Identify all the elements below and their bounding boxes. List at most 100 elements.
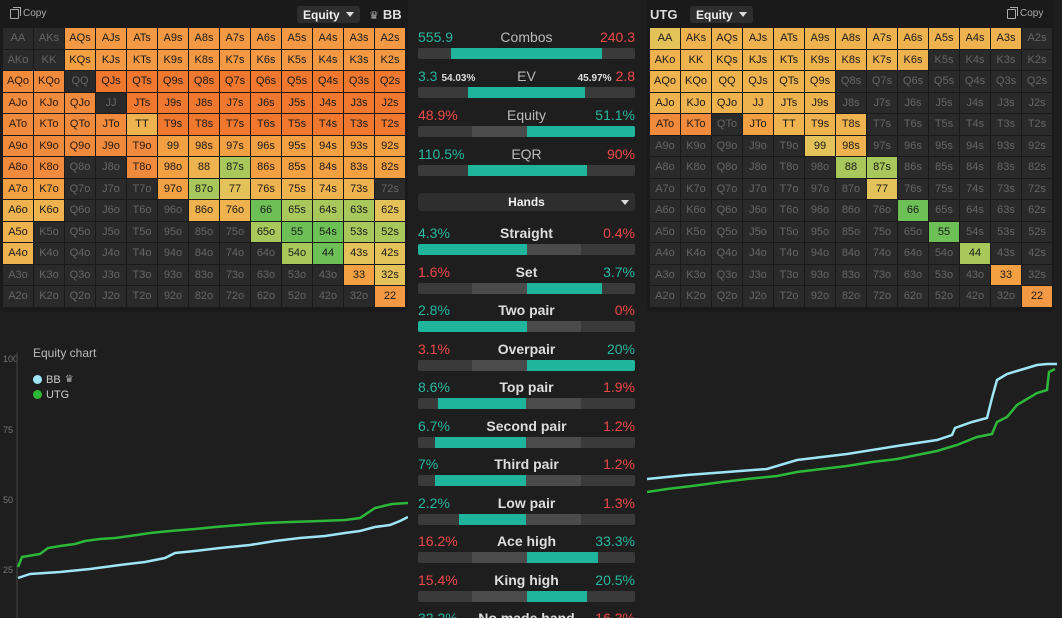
hand-cell[interactable]: K4s (960, 49, 991, 71)
hand-cell[interactable]: Q8o (712, 157, 743, 179)
hand-cell[interactable]: 88 (189, 157, 220, 179)
hand-cell[interactable]: A7s (220, 28, 251, 50)
hand-cell[interactable]: 96s (251, 135, 282, 157)
hand-cell[interactable]: K3o (34, 264, 65, 286)
hand-cell[interactable]: A9o (650, 135, 681, 157)
hand-cell[interactable]: K8s (189, 49, 220, 71)
hand-cell[interactable]: QTo (712, 114, 743, 136)
hand-cell[interactable]: 63s (991, 200, 1022, 222)
hand-cell[interactable]: QJs (743, 71, 774, 93)
hand-cell[interactable]: QQ (712, 71, 743, 93)
hand-cell[interactable]: A9s (805, 28, 836, 50)
hand-cell[interactable]: 44 (313, 243, 344, 265)
hand-cell[interactable]: 74s (313, 178, 344, 200)
hand-cell[interactable]: K3s (991, 49, 1022, 71)
hand-cell[interactable]: 43s (991, 243, 1022, 265)
hand-cell[interactable]: 73o (867, 264, 898, 286)
hand-cell[interactable]: 62s (1022, 200, 1053, 222)
hand-cell[interactable]: T2s (1022, 114, 1053, 136)
hand-cell[interactable]: 96s (898, 135, 929, 157)
hand-cell[interactable]: 84o (836, 243, 867, 265)
hand-cell[interactable]: 64o (251, 243, 282, 265)
utg-view-dropdown[interactable]: Equity (690, 6, 753, 23)
hand-cell[interactable]: T7o (127, 178, 158, 200)
hand-cell[interactable]: Q4o (65, 243, 96, 265)
hand-cell[interactable]: JJ (96, 92, 127, 114)
hand-cell[interactable]: A7o (650, 178, 681, 200)
hand-cell[interactable]: AA (3, 28, 34, 50)
hand-cell[interactable]: K2s (375, 49, 406, 71)
hand-cell[interactable]: T8s (189, 114, 220, 136)
hand-cell[interactable]: T5s (929, 114, 960, 136)
hand-cell[interactable]: J3o (96, 264, 127, 286)
hand-cell[interactable]: 74s (960, 178, 991, 200)
hand-cell[interactable]: 77 (220, 178, 251, 200)
hand-cell[interactable]: 32o (344, 286, 375, 308)
hand-cell[interactable]: T6o (127, 200, 158, 222)
hand-cell[interactable]: A2s (375, 28, 406, 50)
hand-cell[interactable]: 87o (836, 178, 867, 200)
hand-cell[interactable]: 72s (375, 178, 406, 200)
bb-range-grid[interactable]: AA AKs AQs AJs ATs A9s A8s A7s A6s A5s A4s A3s A2s AK… (3, 28, 406, 308)
hand-cell[interactable]: 55 (282, 221, 313, 243)
hand-cell[interactable]: A3s (991, 28, 1022, 50)
hand-cell[interactable]: K5o (681, 221, 712, 243)
hand-cell[interactable]: 53o (282, 264, 313, 286)
hand-cell[interactable]: QJo (712, 92, 743, 114)
hand-cell[interactable]: T9s (805, 114, 836, 136)
hand-cell[interactable]: 65s (282, 200, 313, 222)
hand-cell[interactable]: 95s (929, 135, 960, 157)
hand-cell[interactable]: A5s (929, 28, 960, 50)
hand-cell[interactable]: 72o (220, 286, 251, 308)
hand-cell[interactable]: T2o (774, 286, 805, 308)
hand-cell[interactable]: A3o (650, 264, 681, 286)
legend-item-utg[interactable]: UTG (33, 387, 74, 402)
hand-cell[interactable]: Q7o (65, 178, 96, 200)
hand-cell[interactable]: J4o (96, 243, 127, 265)
hand-cell[interactable]: JTo (96, 114, 127, 136)
hand-cell[interactable]: 22 (375, 286, 406, 308)
hands-category-dropdown[interactable]: Hands (418, 193, 635, 211)
hand-cell[interactable]: A2s (1022, 28, 1053, 50)
hand-cell[interactable]: K5s (929, 49, 960, 71)
hand-cell[interactable]: QJs (96, 71, 127, 93)
hand-cell[interactable]: Q5s (282, 71, 313, 93)
hand-cell[interactable]: KJs (96, 49, 127, 71)
hand-cell[interactable]: QTs (774, 71, 805, 93)
hand-cell[interactable]: 72s (1022, 178, 1053, 200)
hand-cell[interactable]: A4s (313, 28, 344, 50)
hand-cell[interactable]: 87o (189, 178, 220, 200)
hand-cell[interactable]: 54s (960, 221, 991, 243)
hand-cell[interactable]: AQo (3, 71, 34, 93)
hand-cell[interactable]: 75s (282, 178, 313, 200)
hand-cell[interactable]: 96o (158, 200, 189, 222)
hand-cell[interactable]: Q2o (65, 286, 96, 308)
hand-cell[interactable]: 75o (220, 221, 251, 243)
hand-cell[interactable]: 73o (220, 264, 251, 286)
hand-cell[interactable]: J2s (1022, 92, 1053, 114)
hand-cell[interactable]: 83s (991, 157, 1022, 179)
hand-cell[interactable]: K7o (34, 178, 65, 200)
hand-cell[interactable]: J8o (743, 157, 774, 179)
hand-cell[interactable]: J2o (96, 286, 127, 308)
hand-cell[interactable]: KTs (127, 49, 158, 71)
hand-cell[interactable]: 82s (1022, 157, 1053, 179)
hand-cell[interactable]: ATo (650, 114, 681, 136)
hand-cell[interactable]: 32o (991, 286, 1022, 308)
hand-cell[interactable]: A5s (282, 28, 313, 50)
hand-cell[interactable]: J8s (836, 92, 867, 114)
hand-cell[interactable]: 96o (805, 200, 836, 222)
hand-cell[interactable]: 85s (282, 157, 313, 179)
hand-cell[interactable]: T5s (282, 114, 313, 136)
hand-cell[interactable]: 85s (929, 157, 960, 179)
hand-cell[interactable]: 86o (189, 200, 220, 222)
hand-cell[interactable]: KJs (743, 49, 774, 71)
hand-cell[interactable]: T6s (898, 114, 929, 136)
hand-cell[interactable]: Q9o (65, 135, 96, 157)
hand-cell[interactable]: J9s (805, 92, 836, 114)
hand-cell[interactable]: K7o (681, 178, 712, 200)
hand-cell[interactable]: 75s (929, 178, 960, 200)
hand-cell[interactable]: KTo (681, 114, 712, 136)
hand-cell[interactable]: 74o (220, 243, 251, 265)
hand-cell[interactable]: Q5s (929, 71, 960, 93)
